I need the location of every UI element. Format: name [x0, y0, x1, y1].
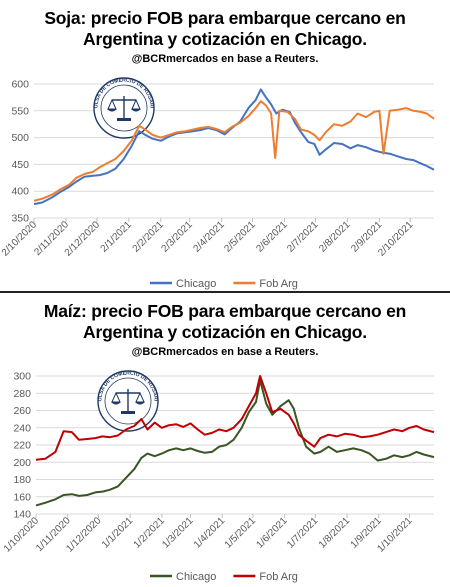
x-tick-label: 1/5/2021: [223, 515, 259, 551]
y-tick-label: 140: [13, 509, 31, 521]
x-tick-label: 1/7/2021: [285, 515, 321, 551]
chart-title-line: Maíz: precio FOB para embarque cercano e…: [43, 301, 407, 321]
y-tick-label: 280: [13, 388, 31, 400]
y-tick-label: 220: [13, 440, 31, 452]
y-tick-label: 180: [13, 474, 31, 486]
y-tick-label: 260: [13, 405, 31, 417]
chart-title-line: Soja: precio FOB para embarque cercano e…: [44, 8, 406, 28]
chart-title-line: Argentina y cotización en Chicago.: [83, 29, 367, 49]
chart-subtitle: @BCRmercados en base a Reuters.: [131, 53, 319, 65]
soja-chart-panel: Soja: precio FOB para embarque cercano e…: [0, 0, 450, 292]
x-tick-label: 2/5/2021: [222, 219, 258, 255]
soja-line-chart: 3504004505005506002/10/20202/11/20202/12…: [0, 0, 435, 290]
x-tick-label: 1/6/2021: [254, 515, 290, 551]
legend-label: Fob Arg: [259, 571, 298, 583]
chart-title-line: Argentina y cotización en Chicago.: [83, 322, 367, 342]
x-tick-label: 2/8/2021: [317, 219, 353, 255]
y-tick-label: 550: [11, 105, 29, 117]
y-tick-label: 400: [11, 186, 29, 198]
y-tick-label: 500: [11, 132, 29, 144]
maiz-chart-panel: Maíz: precio FOB para embarque cercano e…: [0, 293, 450, 587]
series-line-chicago: [35, 379, 435, 507]
legend-label: Chicago: [176, 278, 216, 290]
series-line-fob-arg: [35, 375, 435, 461]
legend-label: Chicago: [176, 571, 216, 583]
chart-legend: Chicago Fob Arg: [150, 571, 298, 583]
y-tick-label: 200: [13, 457, 31, 469]
y-tick-label: 160: [13, 491, 31, 503]
x-tick-label: 2/4/2021: [191, 219, 227, 255]
x-tick-label: 2/7/2021: [285, 219, 321, 255]
chart-legend: Chicago Fob Arg: [150, 278, 298, 290]
panel-divider: [0, 291, 450, 293]
maiz-line-chart: 1401601802002202402602803001/10/20201/11…: [0, 293, 435, 583]
y-tick-label: 600: [11, 79, 29, 91]
y-tick-label: 300: [13, 371, 31, 383]
chart-subtitle: @BCRmercados en base a Reuters.: [131, 346, 319, 358]
x-tick-label: 1/8/2021: [317, 515, 353, 551]
x-tick-label: 2/1/2021: [99, 219, 135, 255]
x-tick-label: 1/1/2021: [100, 515, 136, 551]
x-tick-label: 2/6/2021: [254, 219, 290, 255]
chart-title: Soja: precio FOB para embarque cercano e…: [0, 8, 450, 50]
y-tick-label: 350: [11, 213, 29, 225]
x-tick-label: 1/4/2021: [192, 515, 228, 551]
series-line-fob-arg: [33, 100, 435, 202]
y-tick-label: 450: [11, 159, 29, 171]
chart-title: Maíz: precio FOB para embarque cercano e…: [0, 301, 450, 343]
y-tick-label: 240: [13, 422, 31, 434]
x-tick-label: 2/3/2021: [159, 219, 195, 255]
x-tick-label: 1/3/2021: [160, 515, 196, 551]
series-line-chicago: [33, 88, 435, 206]
legend-label: Fob Arg: [259, 278, 298, 290]
